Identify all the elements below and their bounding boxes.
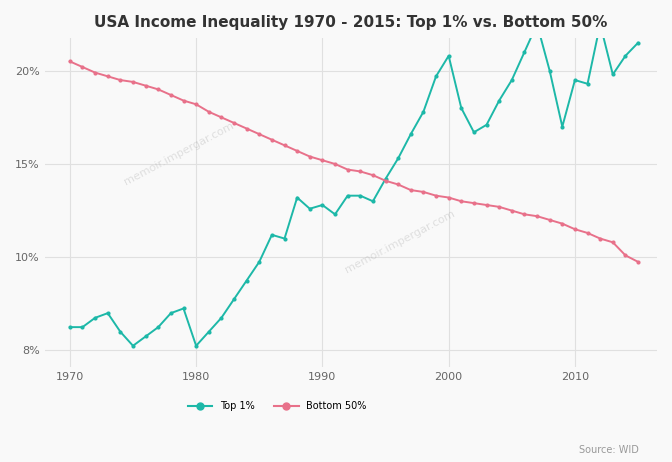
- Legend: Top 1%, Bottom 50%: Top 1%, Bottom 50%: [184, 397, 370, 415]
- Text: Source: WID: Source: WID: [579, 445, 638, 455]
- Title: USA Income Inequality 1970 - 2015: Top 1% vs. Bottom 50%: USA Income Inequality 1970 - 2015: Top 1…: [94, 15, 607, 30]
- Text: memoir.impergar.com: memoir.impergar.com: [123, 120, 236, 187]
- Text: memoir.impergar.com: memoir.impergar.com: [343, 209, 456, 275]
